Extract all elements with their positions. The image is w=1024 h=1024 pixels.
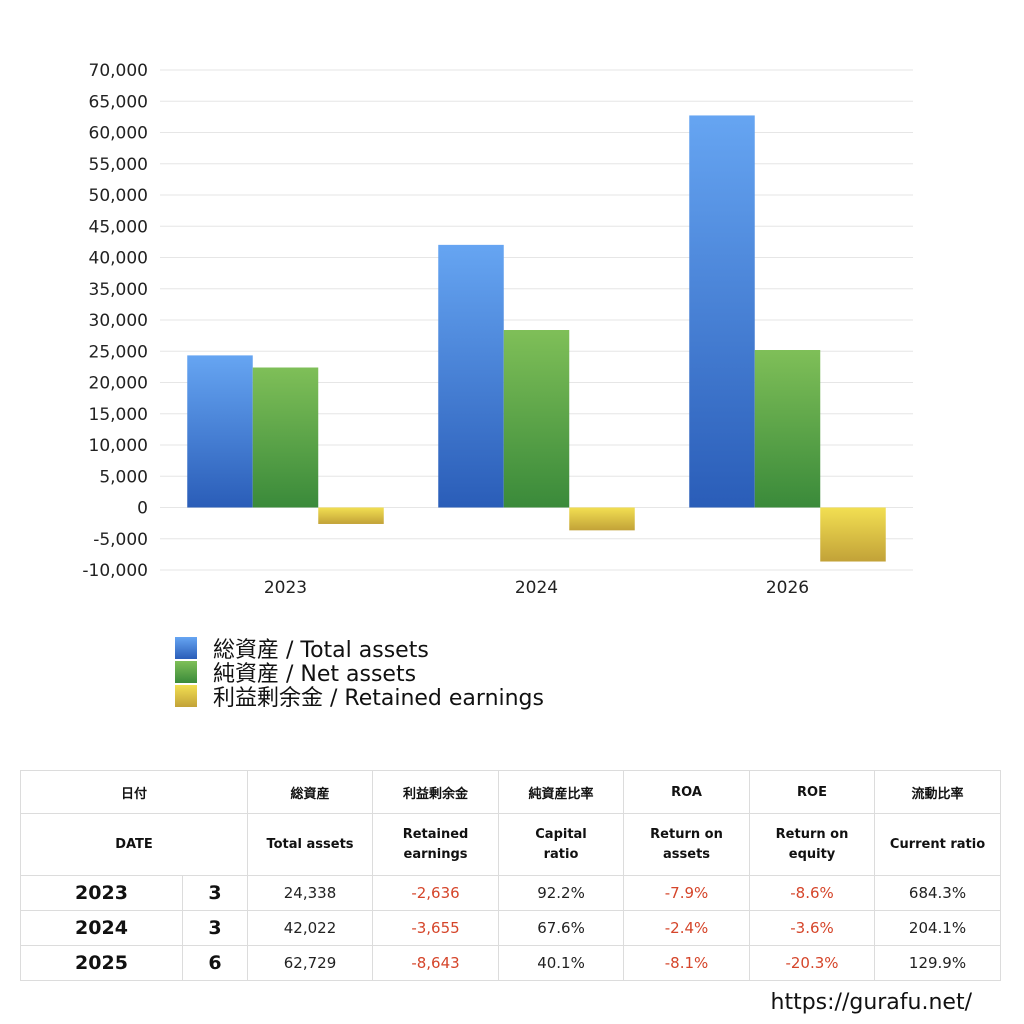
row-year: 2025 [20, 945, 183, 981]
row-capital-ratio: 40.1% [498, 945, 625, 981]
row-current-ratio: 204.1% [874, 910, 1002, 946]
y-tick-label: 20,000 [89, 374, 148, 394]
bar-2024-series-0 [438, 244, 504, 508]
row-year: 2024 [20, 910, 183, 946]
row-month: 6 [181, 945, 249, 981]
legend-item-net-assets: 純資産 / Net assets [175, 660, 544, 687]
x-axis-ticks: 2023 2024 2026 [264, 578, 809, 598]
x-tick-label: 2024 [515, 578, 558, 598]
y-tick-label: 15,000 [89, 405, 148, 425]
row-month: 3 [181, 875, 249, 911]
bar-2023-series-0 [187, 355, 253, 508]
bar-2024-series-2 [569, 507, 635, 531]
row-capital-ratio: 92.2% [498, 875, 625, 911]
row-total-assets: 62,729 [247, 945, 374, 981]
bar-2024-series-1 [503, 330, 570, 508]
y-tick-label: 55,000 [89, 155, 148, 175]
header-retained-earnings-en: Retained earnings [372, 813, 500, 876]
y-tick-label: 35,000 [89, 280, 148, 300]
x-tick-label: 2023 [264, 578, 307, 598]
header-total-assets-jp: 総資産 [247, 770, 374, 814]
site-url[interactable]: https://gurafu.net/ [770, 990, 973, 1015]
legend-swatch-total-assets [175, 637, 197, 659]
header-roe-en: Return on equity [749, 813, 876, 876]
bar-2023-series-1 [252, 367, 319, 508]
row-roa: -8.1% [623, 945, 751, 981]
row-retained-earnings: -2,636 [372, 875, 500, 911]
header-roa-jp: ROA [623, 770, 751, 814]
legend-label-retained-earnings: 利益剰余金 / Retained earnings [213, 686, 544, 711]
bar-2023-series-2 [318, 507, 384, 524]
y-tick-label: 40,000 [89, 249, 148, 269]
y-axis-ticks: -10,000 -5,000 0 5,000 10,000 15,000 20,000 25,… [82, 61, 148, 581]
legend-label-net-assets: 純資産 / Net assets [213, 662, 417, 687]
header-retained-earnings-jp: 利益剰余金 [372, 770, 500, 814]
y-tick-label: 65,000 [89, 92, 148, 112]
row-capital-ratio: 67.6% [498, 910, 625, 946]
legend-item-retained-earnings: 利益剰余金 / Retained earnings [175, 684, 544, 711]
table-row: 2023 3 24,338 -2,636 92.2% -7.9% -8.6% 6… [20, 875, 1002, 911]
legend-swatch-net-assets [175, 661, 197, 683]
table-row: 2024 3 42,022 -3,655 67.6% -2.4% -3.6% 2… [20, 910, 1002, 946]
row-roa: -2.4% [623, 910, 751, 946]
header-current-ratio-jp: 流動比率 [874, 770, 1002, 814]
bar-chart: -10,000 -5,000 0 5,000 10,000 15,000 20,000 25,… [82, 61, 913, 598]
bar-2026-series-0 [689, 115, 755, 508]
header-total-assets-en: Total assets [247, 813, 374, 876]
legend-item-total-assets: 総資産 / Total assets [175, 636, 544, 663]
row-total-assets: 42,022 [247, 910, 374, 946]
header-roe-jp: ROE [749, 770, 876, 814]
y-tick-label: 50,000 [89, 186, 148, 206]
financial-summary-table: 日付 総資産 利益剰余金 純資産比率 ROA ROE 流動比率 DATE Tot… [19, 770, 1002, 981]
y-tick-label: 45,000 [89, 217, 148, 237]
legend: 総資産 / Total assets 純資産 / Net assets 利益剰余… [175, 636, 544, 711]
table-header-row-jp: 日付 総資産 利益剰余金 純資産比率 ROA ROE 流動比率 [19, 770, 1002, 814]
legend-swatch-retained-earnings [175, 685, 197, 707]
header-capital-ratio-en: Capital ratio [498, 813, 625, 876]
y-tick-label: 0 [137, 499, 148, 519]
table-header-row-en: DATE Total assets Retained earnings Capi… [19, 813, 1002, 876]
row-current-ratio: 684.3% [874, 875, 1002, 911]
y-tick-label: 60,000 [89, 124, 148, 144]
y-tick-label: 10,000 [89, 436, 148, 456]
y-tick-label: -10,000 [82, 561, 148, 581]
table-row: 2025 6 62,729 -8,643 40.1% -8.1% -20.3% … [20, 945, 1002, 981]
x-tick-label: 2026 [766, 578, 809, 598]
legend-label-total-assets: 総資産 / Total assets [213, 638, 429, 663]
y-tick-label: 70,000 [89, 61, 148, 81]
bars [187, 115, 886, 562]
y-tick-label: 25,000 [89, 342, 148, 362]
row-roa: -7.9% [623, 875, 751, 911]
y-tick-label: -5,000 [93, 530, 148, 550]
y-tick-label: 30,000 [89, 311, 148, 331]
header-current-ratio-en: Current ratio [874, 813, 1002, 876]
header-roa-en: Return on assets [623, 813, 751, 876]
row-retained-earnings: -3,655 [372, 910, 500, 946]
row-retained-earnings: -8,643 [372, 945, 500, 981]
bar-2026-series-2 [820, 507, 886, 562]
row-year: 2023 [20, 875, 183, 911]
row-month: 3 [181, 910, 249, 946]
row-total-assets: 24,338 [247, 875, 374, 911]
y-tick-label: 5,000 [99, 467, 148, 487]
row-roe: -8.6% [749, 875, 876, 911]
row-roe: -20.3% [749, 945, 876, 981]
header-capital-ratio-jp: 純資産比率 [498, 770, 625, 814]
row-current-ratio: 129.9% [874, 945, 1002, 981]
row-roe: -3.6% [749, 910, 876, 946]
header-date-jp: 日付 [19, 770, 249, 814]
header-date-en: DATE [19, 813, 249, 876]
bar-2026-series-1 [754, 350, 821, 508]
